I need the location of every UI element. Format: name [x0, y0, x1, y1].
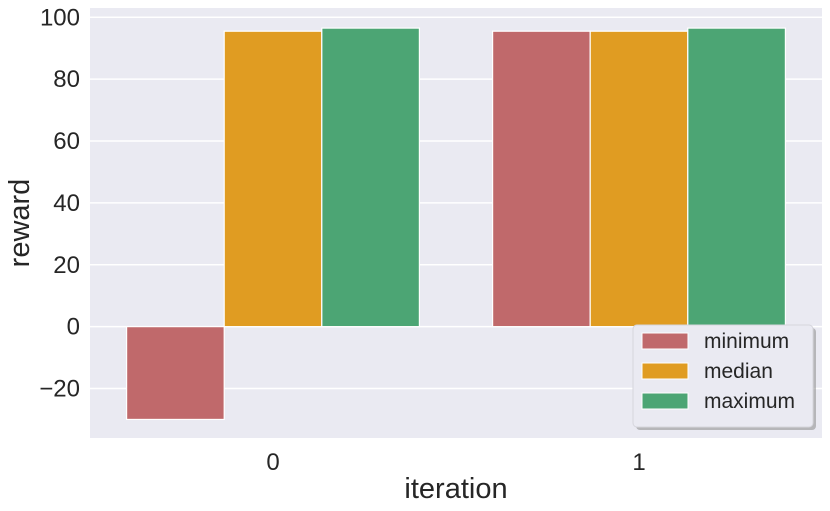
- y-axis-label: reward: [4, 179, 36, 268]
- bars: [125, 27, 786, 421]
- legend-swatch-maximum: [641, 392, 689, 410]
- y-tick-label: 60: [53, 128, 80, 155]
- legend-label-median: median: [704, 360, 773, 383]
- y-tick-label: 80: [53, 66, 80, 93]
- bar-median-0: [223, 30, 323, 328]
- bar-minimum-0: [125, 326, 225, 421]
- x-tick-label: 0: [266, 449, 279, 476]
- legend-swatch-minimum: [641, 332, 689, 350]
- y-tick-label: 100: [40, 4, 80, 31]
- y-ticks: −20 0 20 40 60 80 100: [39, 4, 80, 402]
- y-tick-label: −20: [39, 376, 80, 403]
- x-axis-label: iteration: [404, 473, 507, 505]
- legend-items: minimum median maximum: [641, 330, 795, 413]
- bar-median-1: [589, 30, 689, 328]
- bar-maximum-1: [687, 27, 786, 328]
- y-tick-label: 40: [53, 190, 80, 217]
- bar-maximum-0: [321, 27, 420, 328]
- legend-label-maximum: maximum: [704, 390, 795, 413]
- legend: minimum median maximum: [632, 324, 816, 430]
- y-tick-label: 0: [67, 314, 80, 341]
- x-tick-label: 1: [632, 449, 645, 476]
- bar-minimum-1: [492, 30, 591, 328]
- legend-swatch-median: [641, 362, 689, 380]
- legend-label-minimum: minimum: [704, 330, 789, 353]
- y-tick-label: 20: [53, 252, 80, 279]
